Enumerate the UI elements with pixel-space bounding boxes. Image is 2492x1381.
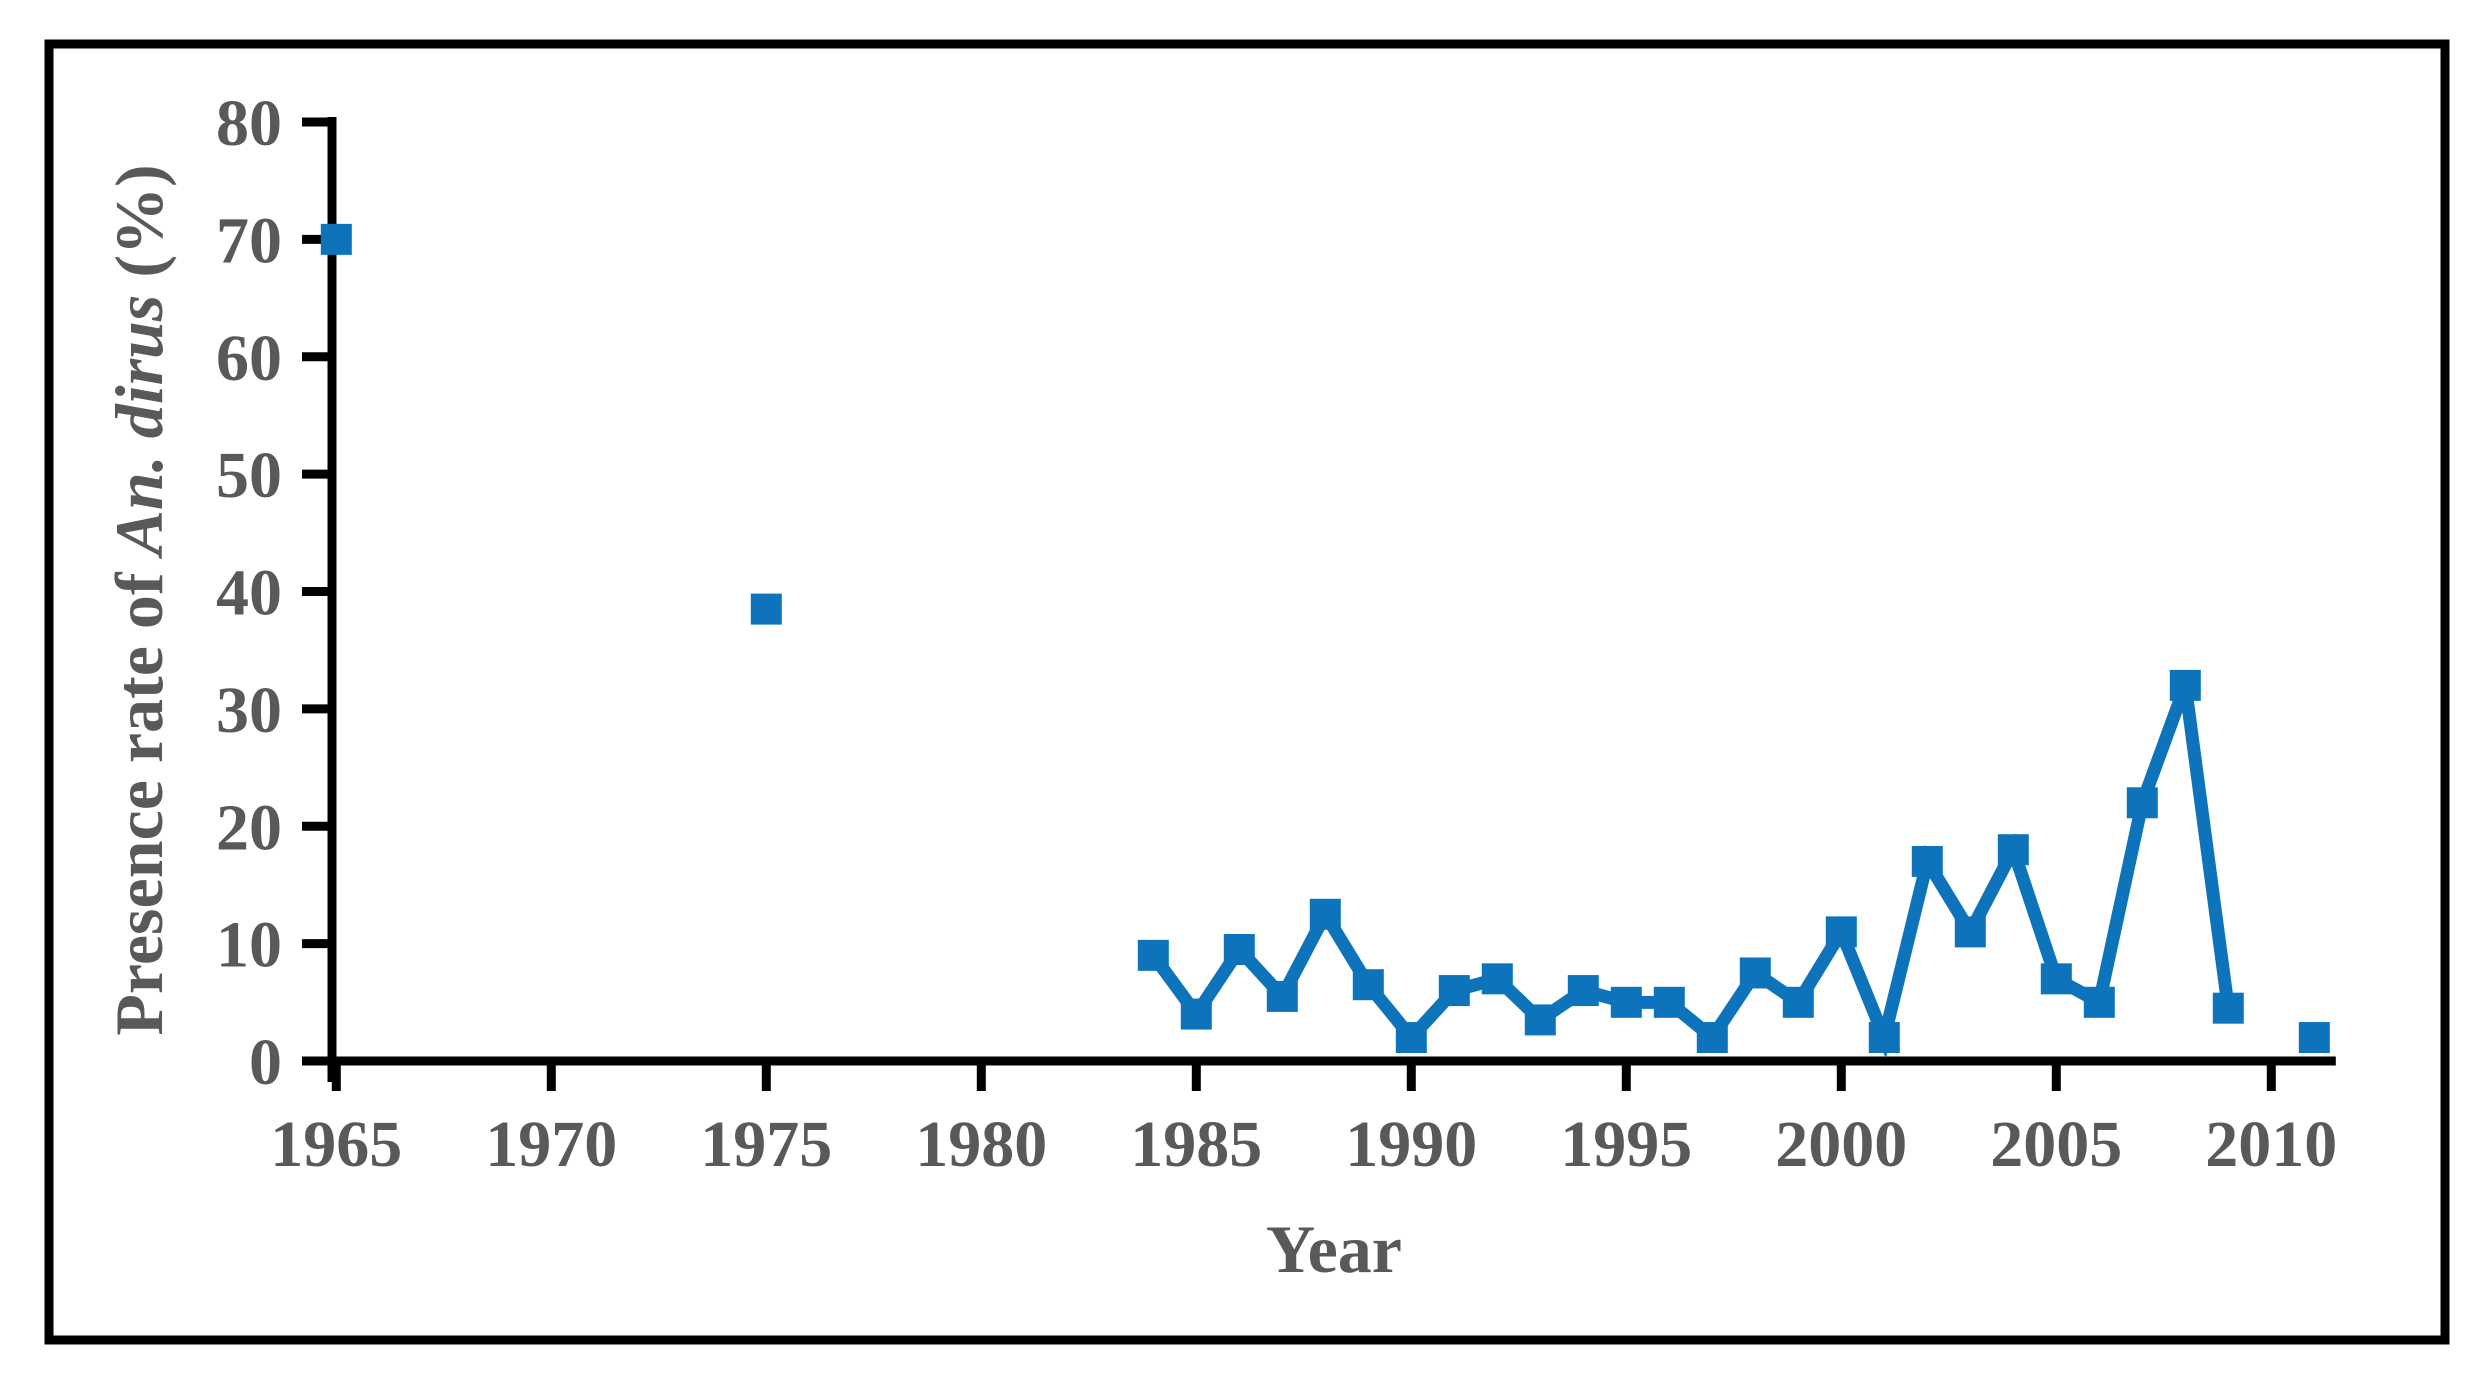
data-point-2006 [2083,986,2115,1018]
plot-area: 0 10 20 30 40 50 60 70 80 1965 1970 1975 1980 1985 199… [216,87,2337,1181]
x-tick-label: 1985 [1130,1108,1262,1181]
data-point-1984 [1137,939,1169,971]
data-point-2008 [2169,669,2201,701]
data-point-2001 [1868,1022,1900,1054]
y-tick-label: 30 [216,674,282,747]
data-point-1985 [1180,998,1212,1030]
x-tick-label: 2005 [1990,1108,2122,1181]
data-point-1991 [1438,975,1470,1007]
data-point-1965 [320,223,352,255]
y-tick-label: 10 [216,909,282,982]
x-tick-label: 1975 [700,1108,832,1181]
x-tick-label: 1980 [915,1108,1047,1181]
y-tick-label: 0 [249,1026,282,1099]
y-tick-label: 60 [216,322,282,395]
x-tick-label: 1990 [1345,1108,1477,1181]
y-tick-label: 20 [216,791,282,864]
data-point-1993 [1524,1004,1556,1036]
data-point-2007 [2126,787,2158,819]
data-point-2000 [1825,916,1857,948]
data-point-1999 [1782,986,1814,1018]
x-tick-label: 2000 [1775,1108,1907,1181]
figure-border [44,39,2450,1345]
data-point-1988 [1309,898,1341,930]
data-point-2003 [1954,916,1986,948]
data-point-2005 [2040,963,2072,995]
data-point-1997 [1696,1022,1728,1054]
data-point-1975 [750,593,782,625]
data-point-1994 [1567,975,1599,1007]
data-point-2004 [1997,834,2029,866]
y-tick-label: 40 [216,557,282,630]
data-point-1995 [1610,986,1642,1018]
data-point-1986 [1223,933,1255,965]
data-point-2009 [2212,992,2244,1024]
y-tick-label: 50 [216,439,282,512]
y-axis-title-regular-2: (%) [101,164,177,277]
y-tick-label: 80 [216,87,282,160]
data-point-2002 [1911,845,1943,877]
x-axis-title: Year [1266,1211,1402,1287]
x-tick-label: 1995 [1560,1108,1692,1181]
data-point-1998 [1739,957,1771,989]
y-axis-title-species-italic: An. dirus [101,295,177,560]
data-point-2011 [2298,1022,2330,1054]
x-tick-label: 1965 [270,1108,402,1181]
data-point-1989 [1352,969,1384,1001]
data-point-1987 [1266,980,1298,1012]
y-axis-title-regular-1: Presence rate of [101,555,177,1035]
data-point-1996 [1653,986,1685,1018]
x-tick-label: 1970 [485,1108,617,1181]
data-point-1990 [1395,1022,1427,1054]
x-tick-label: 2010 [2205,1108,2337,1181]
data-point-1992 [1481,963,1513,995]
y-tick-label: 70 [216,204,282,277]
y-axis-title: Presence rate of An. dirus (%) [101,164,177,1035]
